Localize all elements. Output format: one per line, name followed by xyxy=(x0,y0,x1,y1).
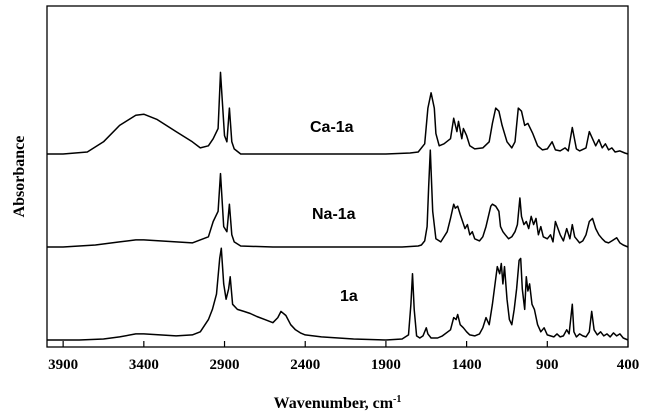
x-axis-tick-labels: 3900 3400 2900 2400 1900 1400 900 400 xyxy=(48,357,639,373)
spectra xyxy=(47,71,629,341)
spectrum-ca-1a xyxy=(47,71,629,155)
x-tick-label: 3400 xyxy=(129,357,159,373)
series-label-1a: 1a xyxy=(340,288,358,305)
x-tick-label: 1400 xyxy=(452,357,482,373)
x-tick-label: 400 xyxy=(617,357,640,373)
x-tick-label: 900 xyxy=(536,357,559,373)
spectrum-na-1a xyxy=(47,149,629,248)
series-label-ca-1a: Ca-1a xyxy=(310,119,354,136)
x-tick-label: 3900 xyxy=(48,357,78,373)
x-tick-label: 2900 xyxy=(210,357,240,373)
series-label-na-1a: Na-1a xyxy=(312,206,356,223)
spectrum-1a xyxy=(47,247,629,341)
x-axis-title: Wavenumber, cm-1 xyxy=(274,394,402,412)
y-axis-title: Absorbance xyxy=(11,136,28,218)
plot-frame xyxy=(46,5,629,348)
x-tick-label: 2400 xyxy=(290,357,320,373)
series-labels: Ca-1a Na-1a 1a xyxy=(310,119,358,305)
x-axis-ticks xyxy=(62,341,629,347)
x-tick-label: 1900 xyxy=(371,357,401,373)
